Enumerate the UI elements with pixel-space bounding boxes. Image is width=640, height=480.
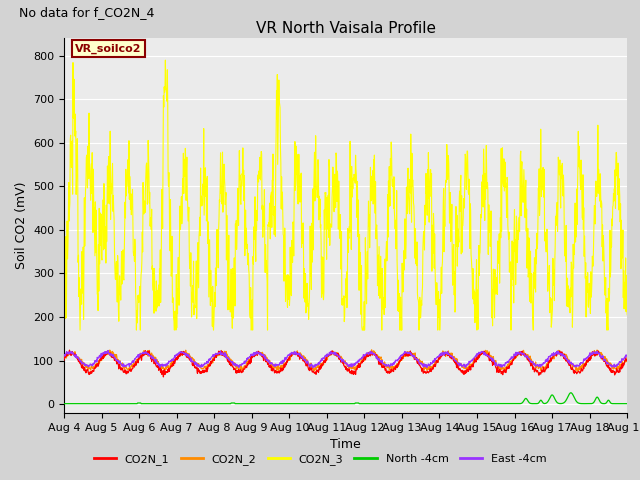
Text: VR_soilco2: VR_soilco2 bbox=[76, 44, 142, 54]
X-axis label: Time: Time bbox=[330, 438, 361, 451]
Y-axis label: Soil CO2 (mV): Soil CO2 (mV) bbox=[15, 182, 28, 269]
Text: No data for f_CO2N_4: No data for f_CO2N_4 bbox=[19, 6, 154, 19]
Title: VR North Vaisala Profile: VR North Vaisala Profile bbox=[255, 21, 436, 36]
Legend: CO2N_1, CO2N_2, CO2N_3, North -4cm, East -4cm: CO2N_1, CO2N_2, CO2N_3, North -4cm, East… bbox=[90, 450, 550, 469]
